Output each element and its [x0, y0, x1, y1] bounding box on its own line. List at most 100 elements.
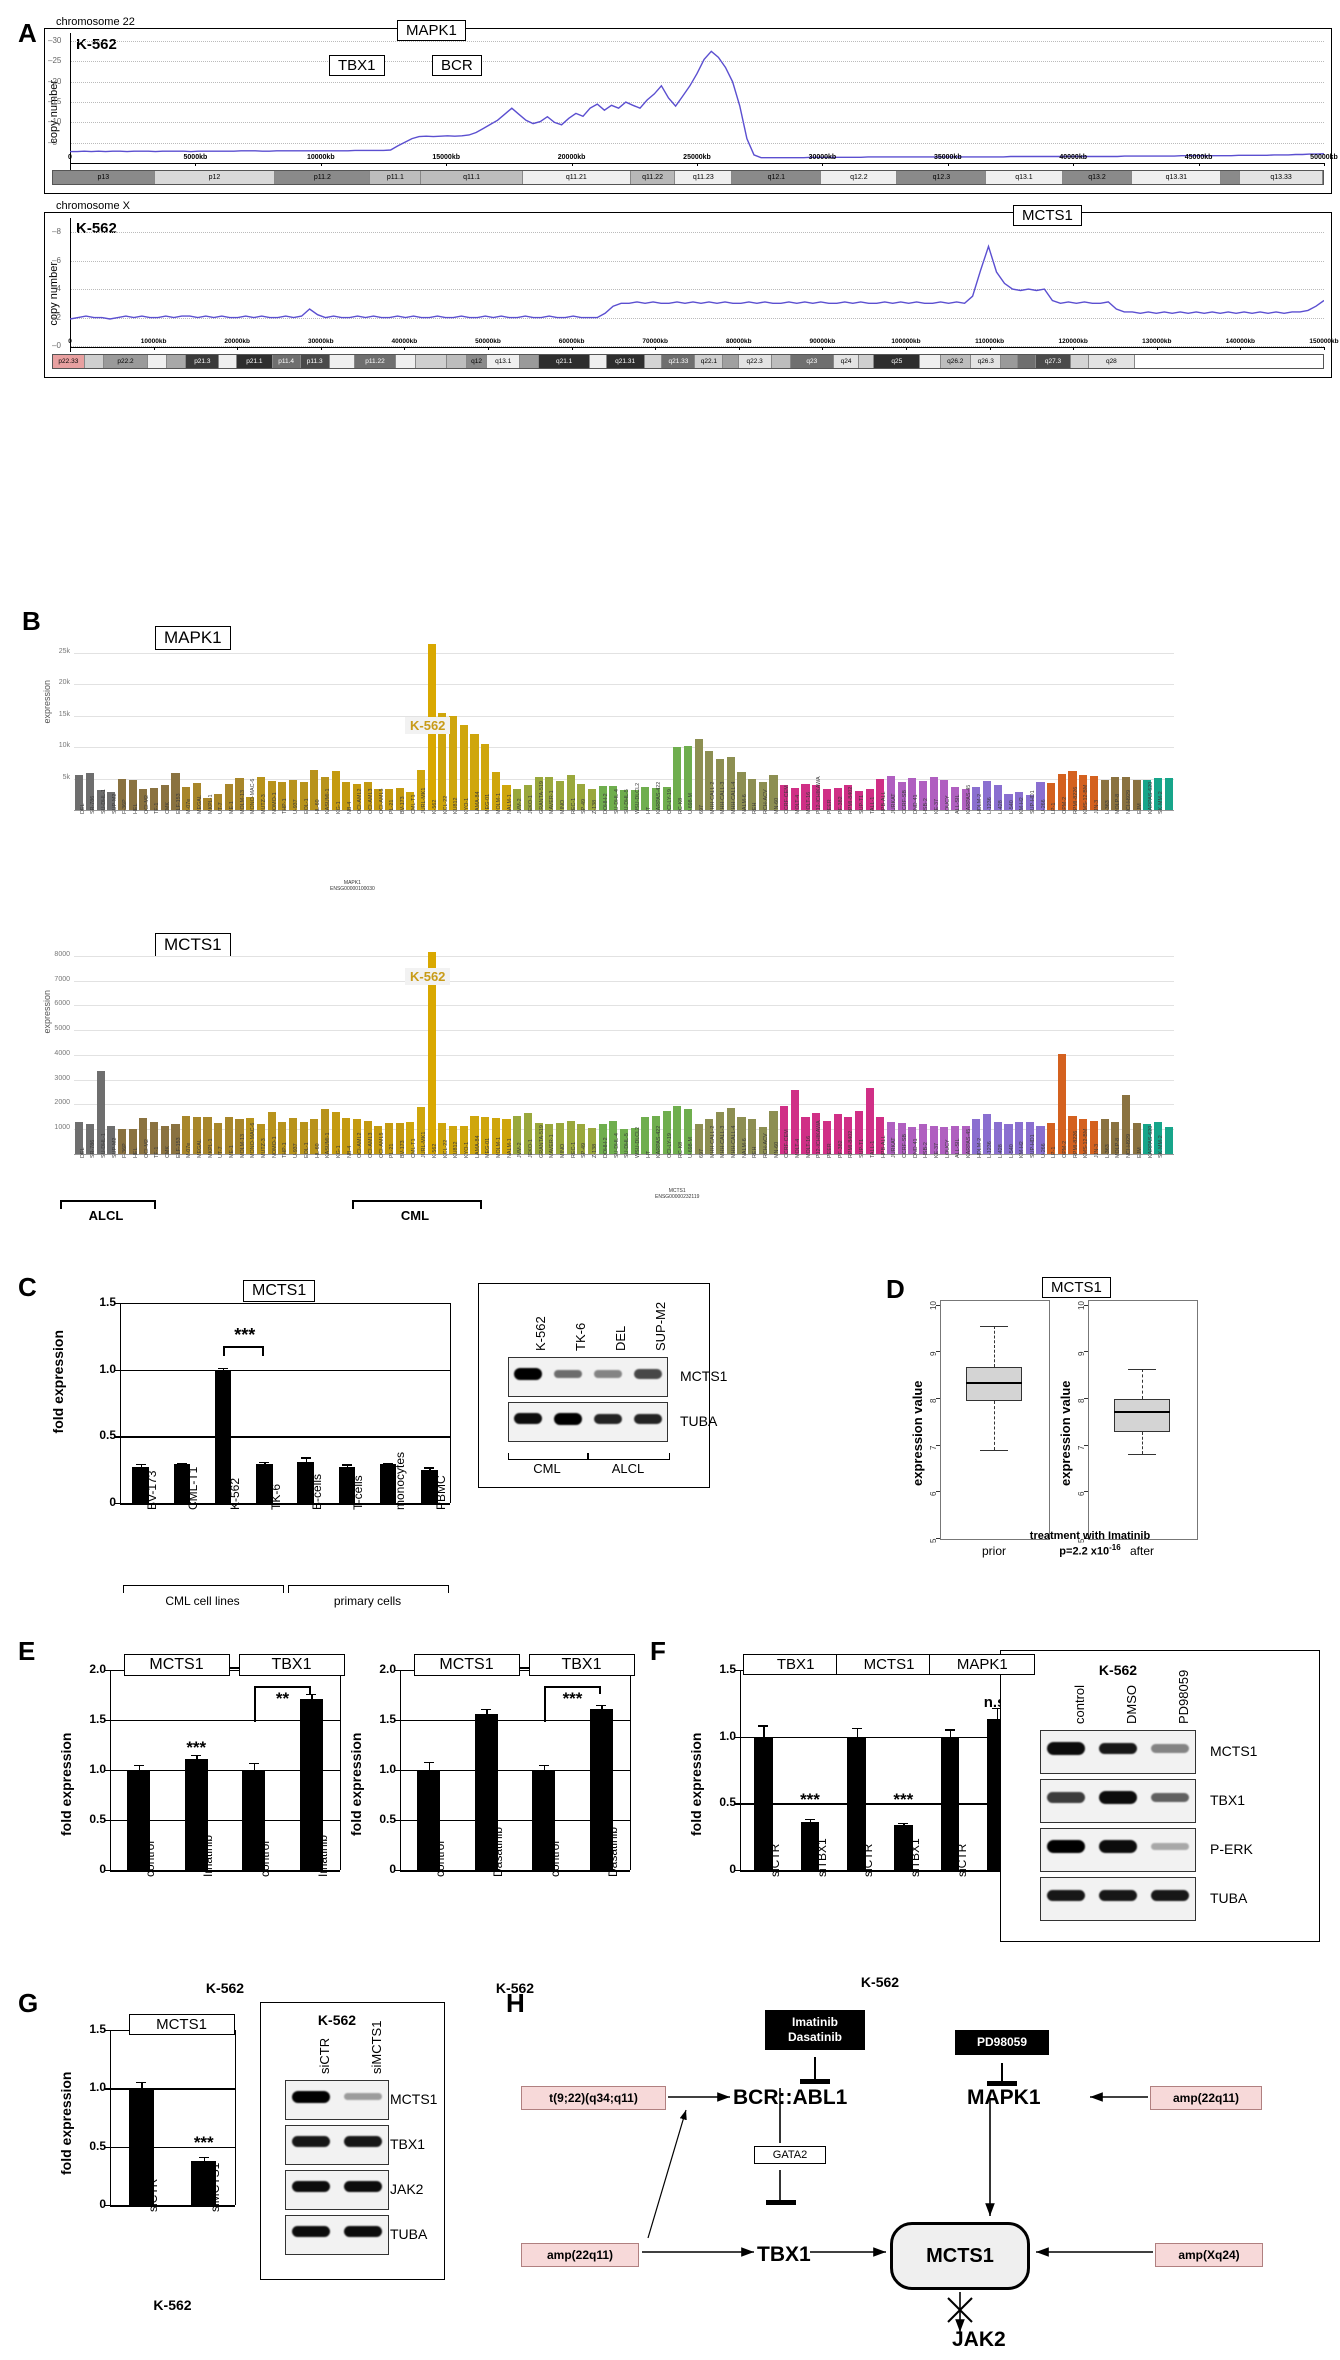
b-mapk1-xlabel: PEER	[827, 799, 834, 814]
b-mapk1-xlabel: SU-DHL-4	[613, 789, 620, 814]
chr22-yaxis-line	[70, 33, 71, 171]
chrx-xtick: 60000kb	[558, 338, 585, 345]
chr22-ytick: –5	[48, 137, 57, 147]
paneld-ytickmark	[936, 1398, 940, 1399]
chrx-gridline	[70, 232, 1324, 234]
b-mcts1-bar	[673, 1105, 682, 1154]
paneld-ytick: 6	[1077, 1491, 1086, 1497]
b-mapk1-xlabel: EOL-1	[303, 798, 310, 814]
errorbar	[203, 2156, 206, 2161]
b-mcts1-xlabel: PEER	[827, 1143, 834, 1158]
panel-letter-g: G	[18, 1988, 39, 2018]
errorbar-cap	[218, 1367, 229, 1369]
b-mapk1-xlabel: U-937	[293, 799, 300, 814]
b-mapk1-bar	[214, 793, 223, 810]
b-mapk1-bar	[491, 772, 500, 810]
ytickmark	[105, 1870, 110, 1872]
b-mcts1-bar	[1089, 1120, 1098, 1154]
chrx-xtick: 150000kb	[1309, 338, 1339, 345]
errorbar-cap	[758, 1725, 769, 1727]
b-mapk1-bar	[790, 787, 799, 810]
bar	[297, 1461, 314, 1503]
b-mapk1-bar	[587, 788, 596, 810]
f-blot-band	[1099, 1742, 1137, 1755]
b-mcts1-xlabel: THP-1	[282, 1142, 289, 1158]
ytickmark	[395, 1670, 400, 1672]
b-mcts1-bar	[470, 1115, 479, 1154]
gridline	[120, 1303, 450, 1305]
b-mcts1-xlabel: KARPAS-620	[1147, 1125, 1154, 1158]
e-right-sigbr	[543, 1686, 602, 1688]
b-mapk1-xlabel: KE-37	[933, 799, 940, 814]
cml-group-label: CML	[400, 1208, 430, 1223]
chrx-xtickmark	[822, 347, 824, 350]
paneld-ytickmark	[936, 1538, 940, 1539]
mapk1-footer-gene: MAPK1	[343, 880, 361, 886]
b-mcts1-bar	[886, 1121, 896, 1154]
errorbar	[950, 1729, 952, 1737]
chrx-band-gap	[329, 355, 356, 368]
b-mcts1-xlabel: CMK	[164, 1146, 171, 1158]
chrx-band-p21.1: p21.1	[237, 355, 273, 368]
b-mapk1-xlabel: ALL-SIL	[955, 794, 962, 814]
b-mapk1-xlabel: EJM	[1136, 803, 1143, 814]
b-mcts1-bar	[844, 1116, 853, 1154]
b-mapk1-ytick: 10k	[58, 742, 70, 750]
b-mcts1-bar	[374, 1125, 383, 1154]
b-mapk1-bar	[481, 743, 490, 810]
b-mapk1-bar	[545, 777, 554, 810]
chr22-xtickmark	[320, 163, 322, 166]
b-mcts1-xlabel: KYO-1	[464, 1141, 471, 1158]
b-mcts1-bar	[1057, 1053, 1066, 1154]
h-inhib-stem-1	[814, 2057, 816, 2081]
errorbar	[601, 1704, 603, 1709]
b-mapk1-bar	[224, 784, 233, 810]
c-blot-band	[633, 1413, 663, 1424]
b-mapk1-bar	[619, 790, 629, 810]
f-blot-rowlabel: TBX1	[1210, 1792, 1246, 1808]
b-mapk1-xlabel: MEGAL	[197, 795, 204, 814]
chrx-xtickmark	[989, 347, 991, 350]
chr22-gridline	[70, 102, 1324, 104]
f-blot-band	[1047, 1840, 1085, 1853]
b-mcts1-xlabel: OCI-AML5	[378, 1132, 385, 1158]
chr22-gridline	[70, 142, 1324, 145]
chrx-gridline	[70, 346, 1324, 348]
b-mapk1-xlabel: CMK	[164, 802, 171, 814]
b-mapk1-bar	[438, 713, 447, 810]
b-mcts1-xlabel: MUTZ-3	[261, 1138, 268, 1158]
g-blot-band	[344, 2226, 382, 2238]
xlabel: TK-6	[268, 1483, 283, 1510]
xlabel: T-cells	[351, 1475, 366, 1510]
b-mcts1-bar	[961, 1125, 970, 1154]
h-drug-box-2: PD98059	[955, 2030, 1049, 2055]
errorbar	[311, 1693, 313, 1699]
group-bracket-2	[287, 1585, 450, 1593]
h-node-mapk1: MAPK1	[967, 2086, 1041, 2109]
ytickmark	[395, 1770, 400, 1772]
b-mapk1-xlabel: MOLM-1	[496, 793, 503, 814]
b-mapk1-xlabel: MN-60	[773, 797, 780, 814]
b-mapk1-bar	[1068, 770, 1077, 810]
ytick: 0	[99, 2197, 106, 2211]
b-mcts1-xlabel: KCL-22	[442, 1139, 449, 1158]
b-mapk1-ytick: 15k	[58, 710, 70, 718]
errorbar-cap	[945, 1729, 955, 1731]
b-mapk1-xlabel: MEG-01	[485, 793, 492, 814]
chr22-cgh-plot	[44, 28, 1332, 194]
chrx-xtickmark	[1073, 347, 1075, 350]
ytick: 1.0	[99, 1361, 116, 1376]
chrx-xtickmark	[1156, 347, 1158, 350]
b-mcts1-bar	[96, 1071, 105, 1154]
chr22-xtick: 5000kb	[183, 154, 208, 161]
h-amp22q11-top-box: amp(22q11)	[1150, 2086, 1262, 2110]
b-mapk1-xlabel: L-428	[998, 800, 1004, 814]
b-mapk1-xlabel: MOLP-8	[1115, 793, 1122, 814]
h-node-gata2: GATA2	[754, 2146, 826, 2164]
b-mcts1-xlabel: NCI-H929	[1126, 1134, 1133, 1158]
b-mapk1-bar	[523, 785, 532, 810]
c-blot-group-bracket-1	[508, 1453, 588, 1460]
b-mcts1-bar	[513, 1115, 522, 1154]
gridline	[120, 1503, 450, 1505]
chr22-band-q13.31: q13.31	[1132, 171, 1222, 184]
